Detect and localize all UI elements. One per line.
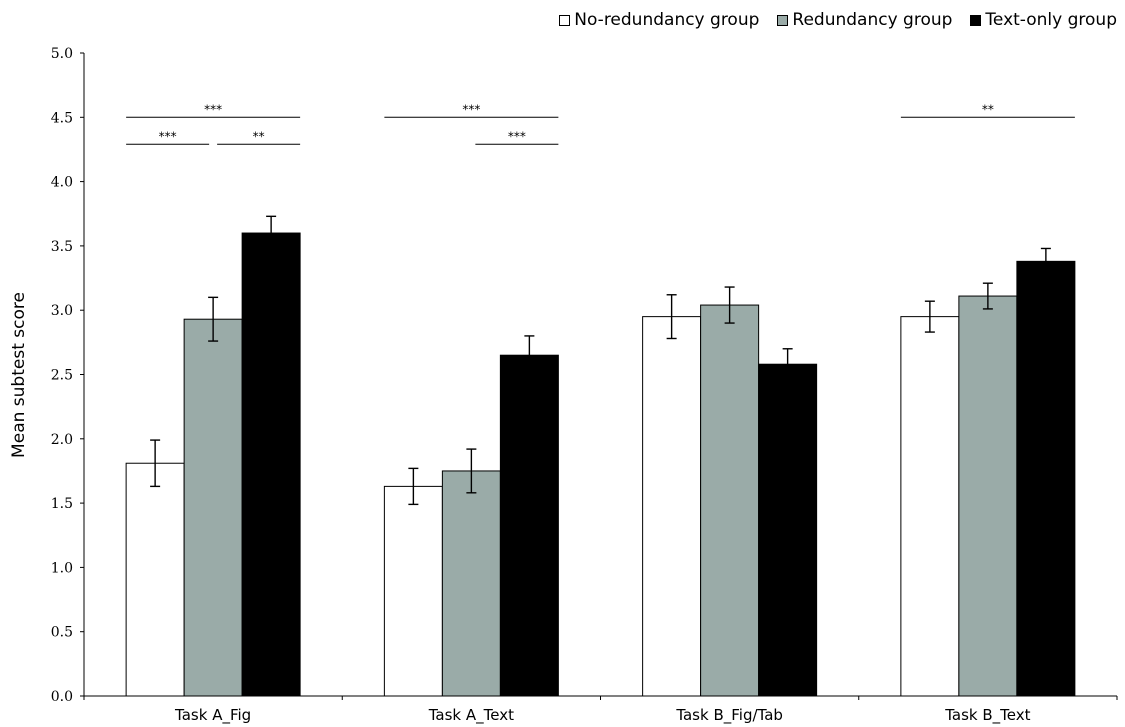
- legend-label-text-only: Text-only group: [985, 10, 1117, 30]
- legend-item-text-only: Text-only group: [970, 10, 1117, 30]
- y-tick-label: 2.0: [51, 432, 73, 448]
- bar: [700, 304, 760, 697]
- legend-swatch-redundancy: [777, 14, 789, 26]
- bar: [642, 316, 702, 697]
- x-category-label: Task B_Text: [944, 706, 1030, 725]
- error-bars: [150, 215, 1051, 506]
- bar: [900, 316, 960, 697]
- legend-item-no-redundancy: No-redundancy group: [559, 10, 759, 30]
- bar: [125, 462, 185, 697]
- significance-label: ***: [462, 102, 480, 116]
- y-tick-label: 1.0: [51, 560, 73, 576]
- legend-label-redundancy: Redundancy group: [792, 10, 953, 30]
- legend-label-no-redundancy: No-redundancy group: [574, 10, 760, 30]
- bar: [958, 295, 1018, 697]
- bar: [441, 470, 501, 697]
- bar: [241, 232, 301, 697]
- bar: [383, 485, 443, 697]
- significance-annotations: ****** **********: [126, 102, 1075, 145]
- significance-label: ***: [159, 129, 177, 143]
- legend-swatch-no-redundancy: [559, 14, 571, 26]
- y-tick-label: 5.0: [51, 46, 73, 62]
- significance-label: ***: [204, 102, 222, 116]
- legend-swatch-text-only: [970, 14, 982, 26]
- y-tick-label: 2.5: [51, 368, 73, 384]
- y-tick-label: 0.5: [51, 625, 73, 641]
- bar: [183, 318, 243, 697]
- significance-label: **: [253, 129, 265, 143]
- y-axis-title: Mean subtest score: [9, 292, 29, 458]
- y-tick-label: 3.0: [51, 303, 73, 319]
- chart-legend: No-redundancy group Redundancy group Tex…: [559, 10, 1117, 30]
- y-tick-label: 0.0: [51, 689, 73, 705]
- legend-item-redundancy: Redundancy group: [777, 10, 952, 30]
- x-category-label: Task A_Text: [428, 706, 514, 725]
- bars: [125, 232, 1076, 697]
- y-tick-label: 4.5: [51, 110, 73, 126]
- x-category-label: Task A_Fig: [174, 706, 251, 725]
- y-tick-label: 1.5: [51, 496, 73, 512]
- significance-label: ***: [508, 129, 526, 143]
- significance-label: **: [982, 102, 994, 116]
- y-tick-label: 4.0: [51, 175, 73, 191]
- bar: [1016, 260, 1076, 697]
- x-category-label: Task B_Fig/Tab: [675, 706, 783, 725]
- bar: [758, 363, 818, 697]
- y-tick-label: 3.5: [51, 239, 73, 255]
- bar: [499, 354, 559, 697]
